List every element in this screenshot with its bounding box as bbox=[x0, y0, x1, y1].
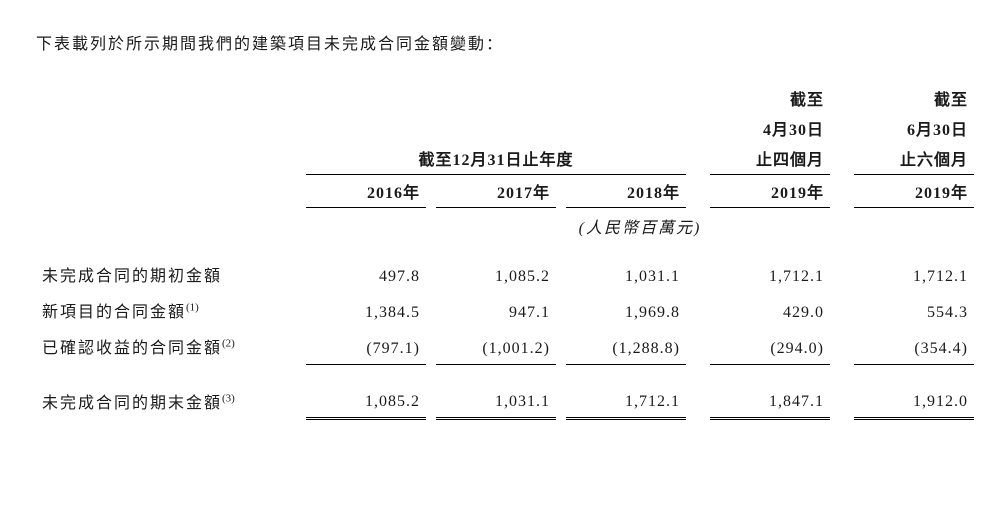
cell: 1,712.1 bbox=[566, 383, 686, 419]
header-row-1: 截至 截至 bbox=[36, 82, 974, 112]
unit-label: (人民幣百萬元) bbox=[306, 208, 974, 257]
table-row-total: 未完成合同的期末金額(3) 1,085.2 1,031.1 1,712.1 1,… bbox=[36, 383, 974, 419]
header-row-3: 截至12月31日止年度 止四個月 止六個月 bbox=[36, 142, 974, 175]
col-yearend: 截至12月31日止年度 bbox=[306, 142, 686, 175]
intro-text: 下表載列於所示期間我們的建築項目未完成合同金額變動： bbox=[36, 30, 970, 54]
col-jun-l2: 6月30日 bbox=[854, 112, 974, 142]
cell: (1,001.2) bbox=[436, 328, 556, 364]
cell: (294.0) bbox=[710, 328, 830, 364]
table-row: 已確認收益的合同金額(2) (797.1) (1,001.2) (1,288.8… bbox=[36, 328, 974, 364]
row-label: 未完成合同的期初金額 bbox=[36, 256, 296, 292]
header-row-years: 2016年 2017年 2018年 2019年 2019年 bbox=[36, 175, 974, 208]
col-2016: 2016年 bbox=[306, 175, 426, 208]
col-2018: 2018年 bbox=[566, 175, 686, 208]
cell: 1,847.1 bbox=[710, 383, 830, 419]
cell: 554.3 bbox=[854, 292, 974, 328]
cell: 429.0 bbox=[710, 292, 830, 328]
financial-table: 截至 截至 4月30日 6月30日 截至12月31日止年度 止四個月 止六個月 … bbox=[36, 82, 974, 420]
table-row: 未完成合同的期初金額 497.8 1,085.2 1,031.1 1,712.1… bbox=[36, 256, 974, 292]
col-apr-l3: 止四個月 bbox=[710, 142, 830, 175]
cell: 947.1 bbox=[436, 292, 556, 328]
cell: 1,712.1 bbox=[854, 256, 974, 292]
cell: (354.4) bbox=[854, 328, 974, 364]
row-label: 新項目的合同金額(1) bbox=[36, 292, 296, 328]
cell: 1,031.1 bbox=[436, 383, 556, 419]
cell: 1,969.8 bbox=[566, 292, 686, 328]
row-label: 已確認收益的合同金額(2) bbox=[36, 328, 296, 364]
header-row-2: 4月30日 6月30日 bbox=[36, 112, 974, 142]
cell: 1,712.1 bbox=[710, 256, 830, 292]
cell: 1,031.1 bbox=[566, 256, 686, 292]
col-apr-l1: 截至 bbox=[710, 82, 830, 112]
cell: (797.1) bbox=[306, 328, 426, 364]
table-row: 新項目的合同金額(1) 1,384.5 947.1 1,969.8 429.0 … bbox=[36, 292, 974, 328]
cell: 1,085.2 bbox=[436, 256, 556, 292]
col-apr-l2: 4月30日 bbox=[710, 112, 830, 142]
cell: 497.8 bbox=[306, 256, 426, 292]
cell: 1,384.5 bbox=[306, 292, 426, 328]
cell: 1,912.0 bbox=[854, 383, 974, 419]
col-jun-l1: 截至 bbox=[854, 82, 974, 112]
col-2019a: 2019年 bbox=[710, 175, 830, 208]
col-2017: 2017年 bbox=[436, 175, 556, 208]
cell: 1,085.2 bbox=[306, 383, 426, 419]
cell: (1,288.8) bbox=[566, 328, 686, 364]
row-label: 未完成合同的期末金額(3) bbox=[36, 383, 296, 419]
unit-row: (人民幣百萬元) bbox=[36, 208, 974, 257]
col-2019b: 2019年 bbox=[854, 175, 974, 208]
col-jun-l3: 止六個月 bbox=[854, 142, 974, 175]
